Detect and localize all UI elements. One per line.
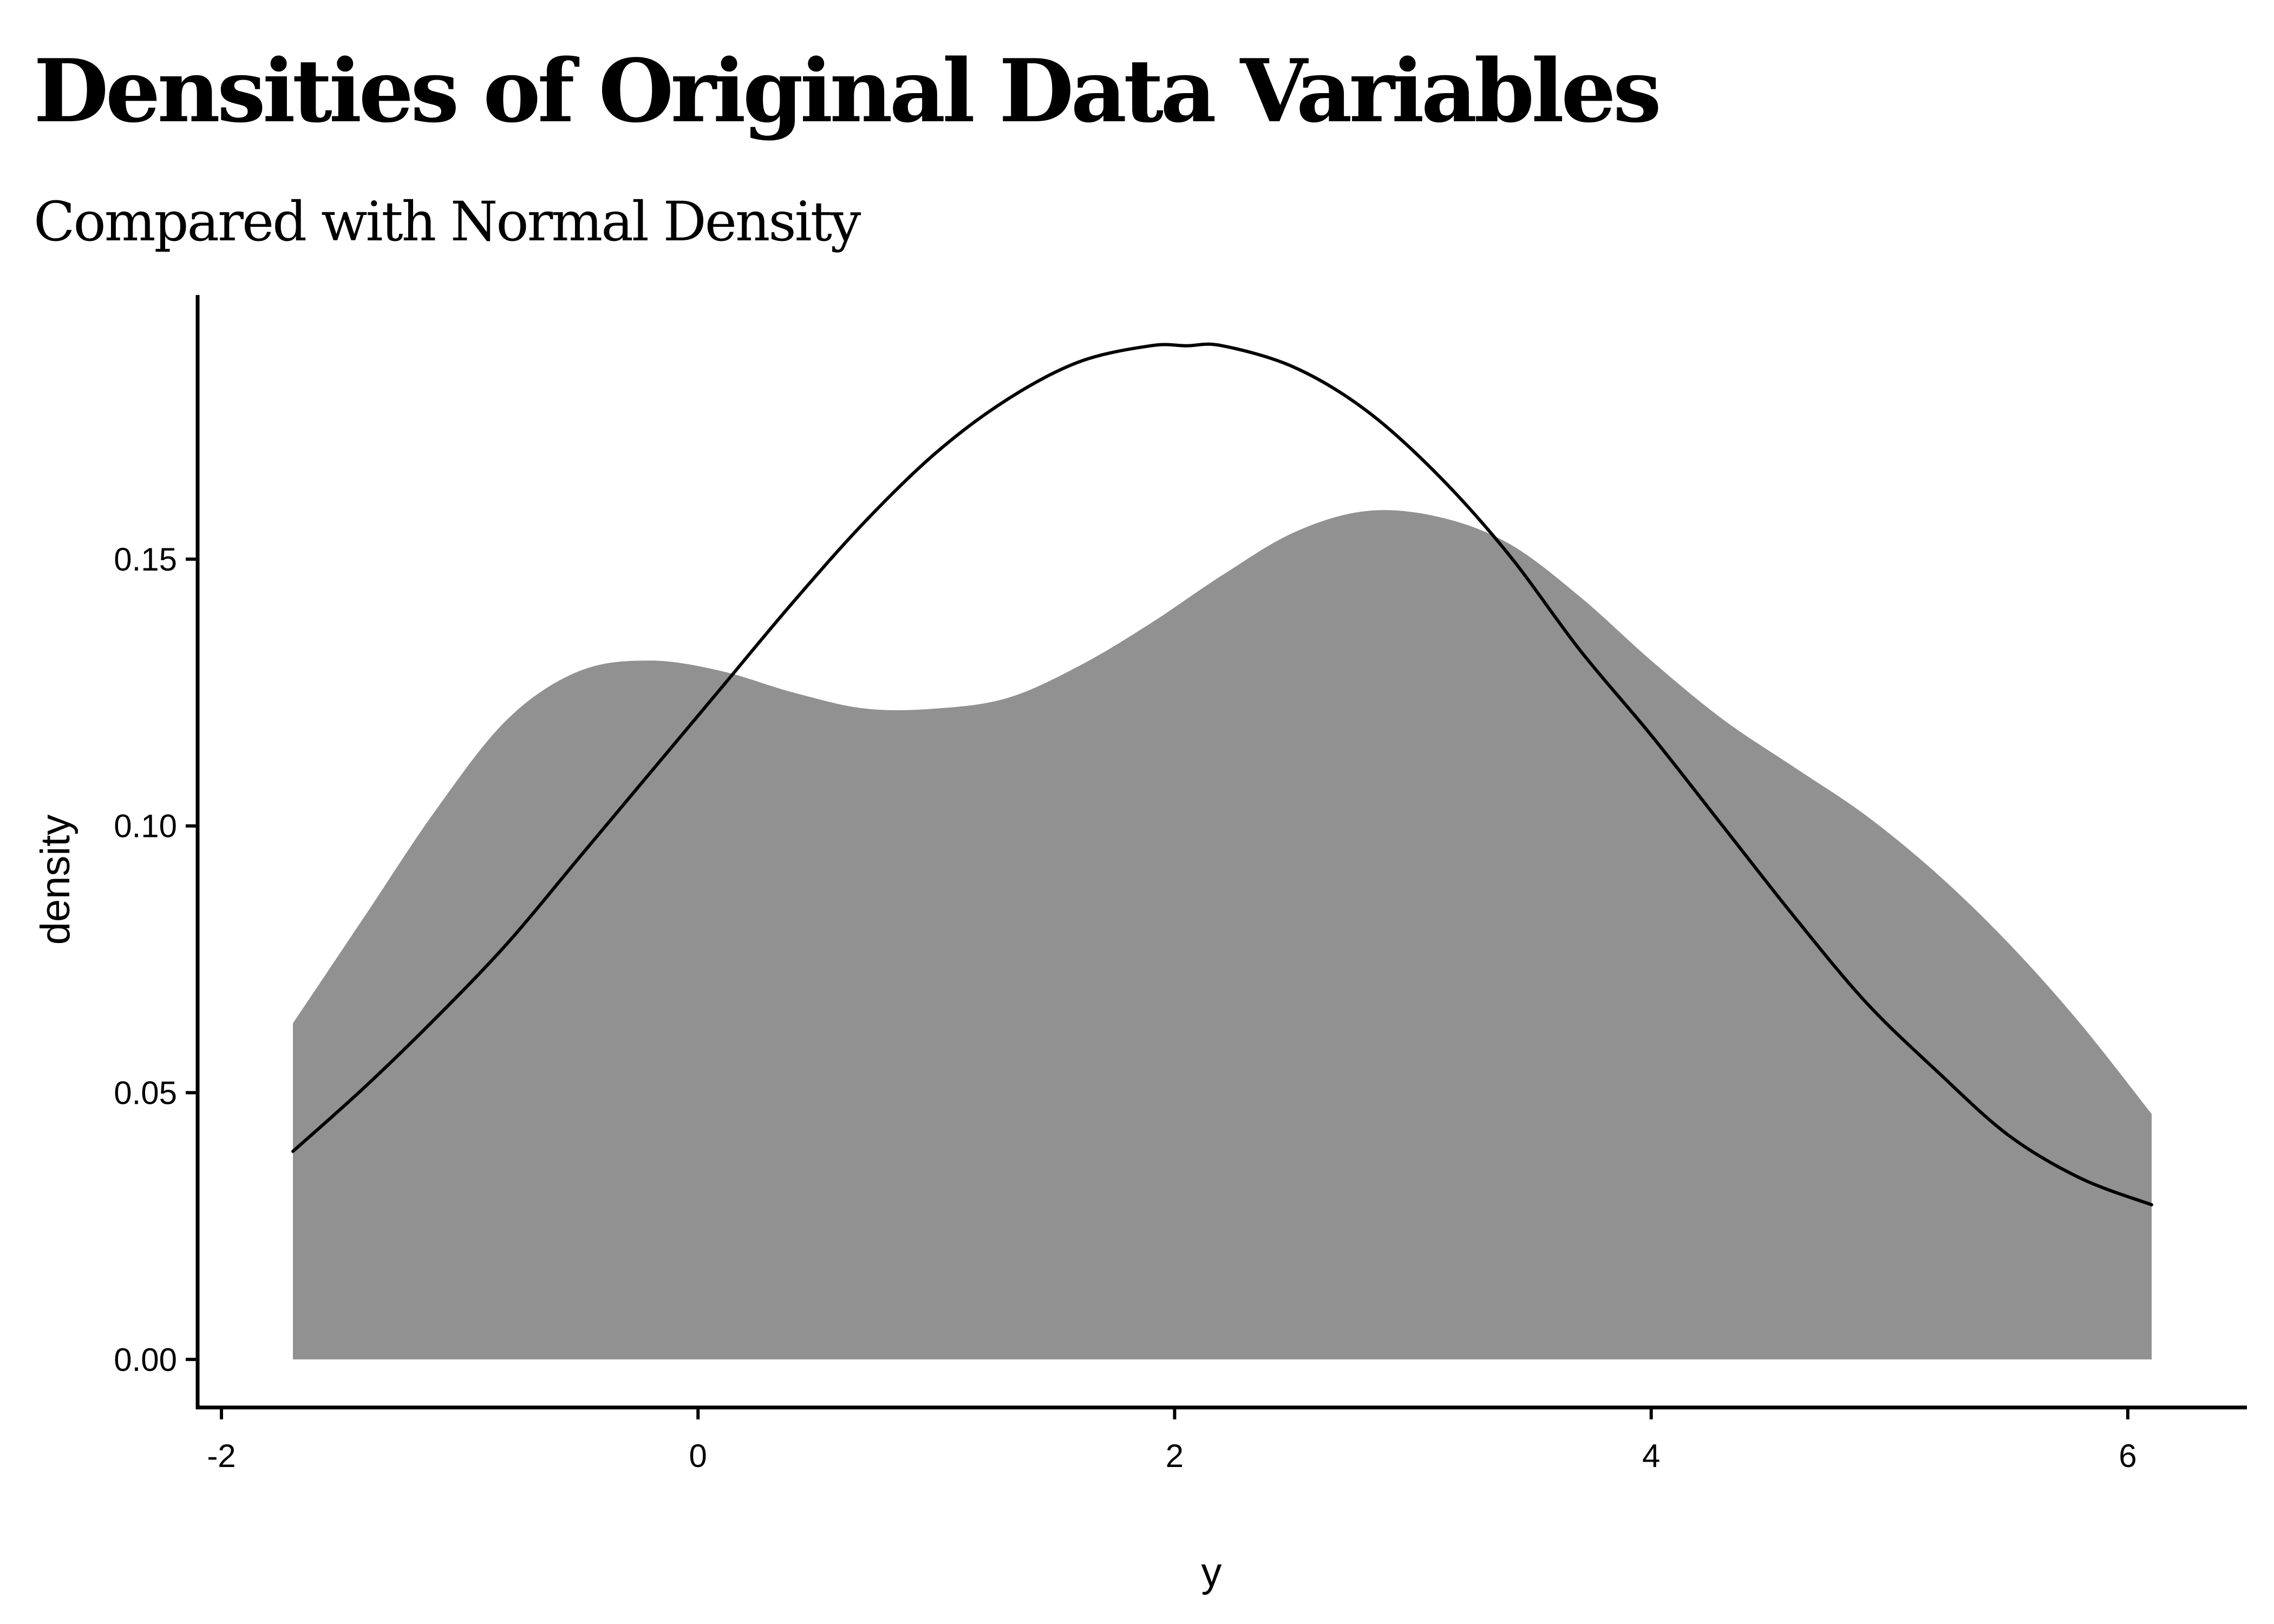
x-tick-label: 4 [1642,1438,1660,1474]
chart-subtitle: Compared with Normal Density [34,190,861,253]
y-tick-label: 0.00 [114,1341,177,1378]
y-tick-label: 0.15 [114,541,177,578]
x-tick-label: 0 [689,1438,707,1474]
y-axis-title: density [32,815,79,945]
density-area [293,510,2152,1360]
x-tick-label: 2 [1166,1438,1184,1474]
y-tick-label: 0.05 [114,1075,177,1111]
axis-layer: 0.00 0.05 0.10 0.15 -2 0 2 4 6 [114,295,2247,1474]
plot-layer [291,342,2153,1360]
x-tick-label: 6 [2119,1438,2136,1474]
x-tick-label: -2 [207,1438,236,1474]
normal-density-line [291,342,2153,1207]
chart-title: Densities of Original Data Variables [34,40,1662,142]
x-axis-title: y [1201,1549,1222,1595]
y-tick-label: 0.10 [114,808,177,844]
